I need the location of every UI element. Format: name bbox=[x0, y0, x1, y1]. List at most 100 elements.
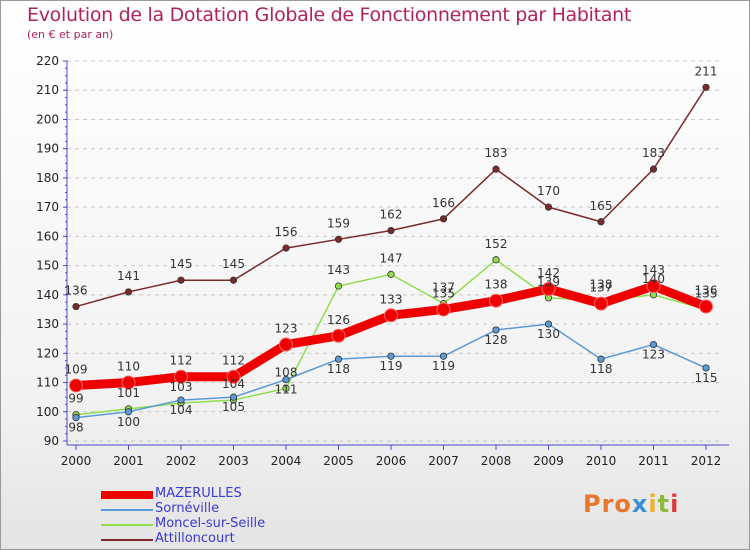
data-label: 141 bbox=[117, 269, 140, 283]
data-label: 110 bbox=[117, 360, 140, 374]
data-label: 145 bbox=[170, 257, 193, 271]
data-point bbox=[121, 375, 136, 390]
data-label: 112 bbox=[170, 354, 193, 368]
x-tick-label: 2005 bbox=[323, 454, 354, 468]
data-label: 211 bbox=[695, 64, 718, 78]
data-label: 183 bbox=[642, 146, 665, 160]
data-point bbox=[702, 364, 710, 372]
data-label: 103 bbox=[170, 380, 193, 394]
data-label: 156 bbox=[275, 225, 298, 239]
data-point bbox=[282, 244, 290, 252]
x-tick-label: 2011 bbox=[638, 454, 669, 468]
data-point bbox=[387, 352, 395, 360]
x-tick-label: 2010 bbox=[586, 454, 617, 468]
y-tick-label: 200 bbox=[36, 112, 59, 126]
data-label: 118 bbox=[327, 362, 350, 376]
data-label: 108 bbox=[275, 365, 298, 379]
data-point bbox=[177, 276, 185, 284]
data-label: 126 bbox=[327, 313, 350, 327]
x-tick-label: 2004 bbox=[271, 454, 302, 468]
data-label: 159 bbox=[327, 216, 350, 230]
data-label: 147 bbox=[380, 251, 403, 265]
data-point bbox=[439, 352, 448, 360]
data-point bbox=[334, 235, 343, 243]
y-tick-label: 90 bbox=[44, 434, 59, 448]
data-point bbox=[597, 355, 605, 363]
data-label: 136 bbox=[65, 284, 88, 298]
legend-label: Attilloncourt bbox=[155, 531, 235, 546]
data-point bbox=[702, 83, 710, 91]
data-label: 183 bbox=[485, 146, 508, 160]
data-label: 98 bbox=[68, 421, 83, 435]
data-point bbox=[646, 279, 661, 294]
y-tick-label: 120 bbox=[36, 346, 59, 360]
data-label: 138 bbox=[590, 278, 613, 292]
x-tick-label: 2006 bbox=[376, 454, 407, 468]
proxiti-logo: Proxiti bbox=[583, 490, 680, 518]
data-label: 104 bbox=[170, 403, 193, 417]
legend-swatch bbox=[101, 509, 153, 511]
y-tick-label: 150 bbox=[36, 259, 59, 273]
data-point bbox=[331, 328, 346, 343]
data-label: 140 bbox=[642, 272, 665, 286]
data-label: 128 bbox=[485, 333, 508, 347]
data-point bbox=[229, 393, 238, 401]
x-tick-label: 2001 bbox=[113, 454, 144, 468]
data-label: 135 bbox=[432, 286, 455, 300]
legend-swatch bbox=[101, 539, 153, 541]
data-point bbox=[492, 256, 500, 264]
data-label: 123 bbox=[642, 348, 665, 362]
data-label: 143 bbox=[642, 263, 665, 277]
data-point bbox=[226, 369, 241, 384]
data-point bbox=[699, 299, 713, 314]
data-point bbox=[177, 396, 185, 404]
chart-title: Evolution de la Dotation Globale de Fonc… bbox=[27, 4, 632, 26]
y-tick-label: 110 bbox=[36, 376, 59, 390]
data-point bbox=[72, 302, 80, 311]
data-point bbox=[282, 384, 290, 392]
y-tick-label: 180 bbox=[36, 171, 59, 185]
data-label: 166 bbox=[432, 196, 455, 210]
data-label: 109 bbox=[65, 362, 88, 376]
data-label: 118 bbox=[590, 362, 613, 376]
data-point bbox=[541, 282, 556, 296]
legend-label: Moncel-sur-Seille bbox=[155, 516, 266, 531]
data-point bbox=[594, 296, 608, 311]
data-point bbox=[124, 288, 133, 296]
y-tick-label: 210 bbox=[36, 83, 59, 97]
legend-swatch bbox=[101, 524, 153, 526]
y-tick-label: 140 bbox=[36, 288, 59, 302]
data-point bbox=[69, 378, 83, 393]
data-point bbox=[492, 326, 500, 334]
data-point bbox=[124, 408, 133, 416]
y-tick-label: 130 bbox=[36, 317, 59, 331]
x-tick-label: 2007 bbox=[428, 454, 459, 468]
y-tick-label: 220 bbox=[36, 54, 59, 68]
data-label: 123 bbox=[275, 322, 298, 336]
x-tick-label: 2000 bbox=[61, 454, 92, 468]
data-label: 165 bbox=[590, 199, 613, 213]
data-point bbox=[597, 218, 605, 226]
data-point bbox=[334, 355, 343, 363]
data-label: 139 bbox=[537, 275, 560, 289]
y-tick-label: 160 bbox=[36, 229, 59, 243]
data-point bbox=[649, 340, 658, 349]
data-point bbox=[492, 165, 500, 173]
legend-label: Sornéville bbox=[155, 501, 220, 516]
data-point bbox=[489, 293, 503, 308]
data-label: 119 bbox=[380, 359, 403, 373]
data-point bbox=[436, 302, 451, 317]
data-label: 137 bbox=[432, 281, 455, 295]
data-label: 101 bbox=[117, 386, 140, 400]
data-label: 142 bbox=[537, 266, 560, 280]
y-tick-label: 170 bbox=[36, 200, 59, 214]
data-label: 143 bbox=[327, 263, 350, 277]
data-point bbox=[387, 226, 395, 235]
data-label: 112 bbox=[222, 354, 245, 368]
data-label: 99 bbox=[68, 392, 83, 406]
data-label: 104 bbox=[222, 377, 245, 391]
data-label: 138 bbox=[485, 278, 508, 292]
data-label: 133 bbox=[380, 292, 403, 306]
